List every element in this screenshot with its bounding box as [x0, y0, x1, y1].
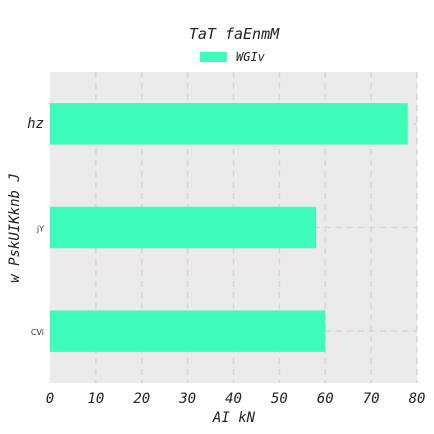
x-tick-label: 40: [225, 391, 242, 407]
y-tick-label: jY: [36, 225, 44, 234]
bar-hz: [50, 103, 408, 145]
y-tick-label: hz: [27, 116, 44, 132]
x-axis-label: AI kN: [212, 410, 256, 426]
y-axis-label: w PskUIKknb J: [7, 173, 23, 283]
y-tick-labels: hz jY CVi: [27, 116, 44, 337]
chart-title: TaT faEnmM: [189, 25, 280, 43]
x-tick-label: 10: [87, 391, 104, 407]
y-tick-label: CVi: [31, 328, 44, 337]
bar-jy: [50, 206, 317, 249]
x-tick-label: 80: [409, 391, 426, 407]
legend-swatch: [200, 52, 227, 62]
legend: WGIv: [200, 50, 266, 64]
x-tick-label: 70: [363, 391, 380, 407]
legend-label: WGIv: [236, 50, 266, 64]
bar-cvi: [50, 310, 326, 352]
x-tick-label: 20: [133, 391, 150, 407]
x-tick-label: 60: [317, 391, 334, 407]
x-tick-label: 50: [271, 391, 288, 407]
x-tick-labels: 0 10 20 30 40 50 60 70 80: [46, 391, 426, 407]
x-tick-label: 30: [178, 391, 196, 407]
x-tick-label: 0: [46, 391, 54, 407]
bars: [50, 103, 408, 352]
